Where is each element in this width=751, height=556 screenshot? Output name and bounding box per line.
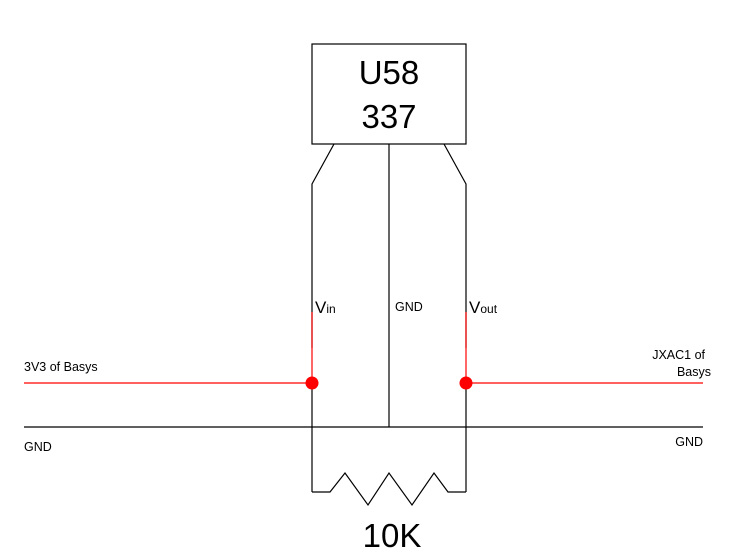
vin-pin-lead <box>311 143 335 348</box>
gnd-pin-label: GND <box>395 300 423 314</box>
gnd-net-label-right: GND <box>675 435 703 449</box>
vout-junction-dot <box>459 376 473 390</box>
vout-label: Vout <box>469 298 498 317</box>
chip-label-part: 337 <box>361 98 416 135</box>
supply-net-label: 3V3 of Basys <box>24 360 98 374</box>
resistor-value-label: 10K <box>363 517 422 554</box>
output-net-label-line2: Basys <box>677 365 711 379</box>
vin-junction-dot <box>305 376 319 390</box>
chip-label-name: U58 <box>359 54 420 91</box>
gnd-net-label-left: GND <box>24 440 52 454</box>
output-net-label-line1: JXAC1 of <box>652 348 705 362</box>
chip-body <box>311 43 467 145</box>
vin-label: Vin <box>315 298 336 317</box>
resistor-symbol <box>312 471 466 507</box>
vout-pin-lead <box>443 143 467 348</box>
